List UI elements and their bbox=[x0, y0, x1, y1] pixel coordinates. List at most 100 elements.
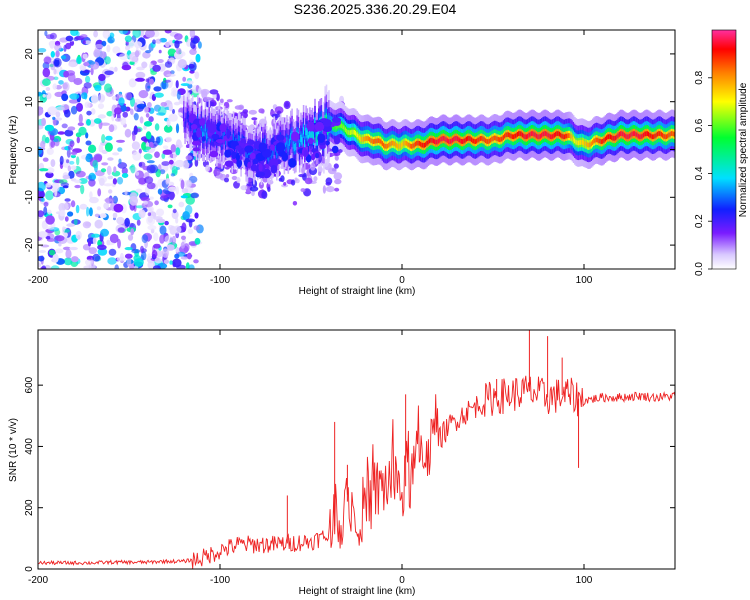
noise-blob bbox=[50, 265, 60, 269]
noise-blob bbox=[310, 162, 316, 171]
ridge-cell bbox=[366, 135, 369, 141]
noise-blob bbox=[101, 134, 106, 144]
ridge-cell bbox=[390, 140, 393, 146]
noise-blob bbox=[164, 220, 169, 226]
noise-blob bbox=[141, 61, 148, 69]
ridge-cell bbox=[232, 133, 235, 141]
noise-blob bbox=[248, 109, 257, 115]
spectrogram-y-ticks: -20 -10 0 10 20 bbox=[24, 48, 675, 252]
noise-blob bbox=[174, 253, 180, 259]
ridge-cell bbox=[344, 127, 347, 133]
ridge-cell bbox=[431, 138, 433, 143]
noise-blob bbox=[164, 61, 173, 68]
ridge-cell bbox=[365, 136, 367, 141]
noise-blob bbox=[73, 218, 78, 226]
ridge-cell bbox=[499, 137, 501, 143]
ridge-cell bbox=[376, 138, 379, 144]
ridge-clump bbox=[231, 151, 237, 159]
noise-blob bbox=[90, 94, 99, 104]
noise-blob bbox=[167, 181, 175, 187]
ridge-cell bbox=[357, 134, 360, 139]
noise-blob bbox=[118, 97, 125, 106]
noise-blob bbox=[194, 71, 200, 80]
ridge-cell bbox=[625, 133, 627, 139]
noise-blob bbox=[224, 177, 229, 183]
noise-blob bbox=[175, 123, 180, 134]
noise-blob bbox=[159, 225, 167, 235]
noise-blob bbox=[185, 155, 193, 161]
noise-blob bbox=[209, 89, 219, 95]
ridge-cell bbox=[420, 141, 422, 147]
ridge-cell bbox=[333, 124, 335, 130]
ridge-cell bbox=[627, 134, 630, 140]
ridge-cell bbox=[274, 144, 277, 152]
noise-blob bbox=[175, 186, 179, 195]
ridge-cell bbox=[539, 133, 542, 139]
ridge-cell bbox=[673, 131, 675, 137]
noise-blob bbox=[140, 197, 151, 202]
noise-blob bbox=[197, 41, 202, 49]
ridge-cell bbox=[370, 138, 372, 143]
noise-blob bbox=[43, 201, 49, 207]
ridge-cell bbox=[628, 133, 631, 139]
noise-blob bbox=[83, 62, 90, 67]
noise-blob bbox=[165, 136, 172, 143]
ridge-cell bbox=[463, 138, 465, 144]
noise-blob bbox=[173, 225, 182, 234]
ridge-cell bbox=[184, 121, 186, 129]
noise-blob bbox=[67, 165, 72, 172]
ridge-cell bbox=[270, 153, 273, 161]
ridge-clump bbox=[211, 133, 220, 140]
x-tick-label: -100 bbox=[210, 275, 230, 286]
noise-blob bbox=[144, 176, 154, 184]
ridge-cell bbox=[346, 128, 348, 134]
noise-blob bbox=[100, 122, 111, 126]
noise-blob bbox=[141, 234, 148, 244]
noise-blob bbox=[153, 232, 159, 242]
ridge-cell bbox=[284, 139, 287, 147]
noise-blob bbox=[53, 57, 62, 68]
noise-blob bbox=[134, 102, 138, 111]
ridge-cell bbox=[436, 139, 439, 145]
noise-blob bbox=[52, 83, 58, 90]
y-tick-label: -10 bbox=[24, 190, 35, 205]
noise-blob bbox=[144, 146, 152, 150]
ridge-cell bbox=[585, 141, 588, 147]
noise-blob bbox=[167, 204, 173, 209]
noise-blob bbox=[107, 157, 114, 161]
noise-blob bbox=[186, 38, 192, 47]
noise-blob bbox=[44, 124, 55, 132]
noise-blob bbox=[46, 236, 51, 240]
noise-blob bbox=[128, 78, 137, 88]
noise-blob bbox=[124, 92, 133, 100]
noise-blob bbox=[38, 146, 43, 156]
ridge-cell bbox=[377, 138, 380, 143]
noise-blob bbox=[78, 178, 88, 184]
ridge-cell bbox=[641, 133, 644, 139]
ridge-cell bbox=[427, 139, 430, 145]
noise-blob bbox=[45, 215, 55, 225]
ridge-cell bbox=[369, 137, 371, 142]
ridge-clump bbox=[276, 134, 285, 141]
ridge-cell bbox=[380, 139, 383, 145]
noise-blob bbox=[129, 195, 139, 206]
ridge-cell bbox=[286, 137, 288, 145]
ridge-cell bbox=[654, 133, 656, 139]
noise-blob bbox=[80, 184, 85, 195]
noise-blob bbox=[195, 53, 201, 63]
ridge-cell bbox=[309, 129, 311, 137]
colorbar-ticks: 0.0 0.2 0.4 0.6 0.8 bbox=[694, 70, 712, 276]
noise-blob bbox=[186, 179, 192, 188]
ridge-cell bbox=[621, 131, 623, 136]
noise-blob bbox=[67, 126, 76, 131]
colorbar-label: Normalized spectral amplitude bbox=[738, 82, 749, 217]
noise-blob bbox=[96, 206, 102, 211]
snr-y-ticks: 0 200 400 600 bbox=[24, 376, 675, 572]
ridge-cell bbox=[423, 142, 426, 148]
ridge-cell bbox=[572, 136, 575, 142]
ridge-cell bbox=[553, 132, 556, 138]
noise-blob bbox=[45, 34, 55, 40]
noise-blob bbox=[89, 191, 93, 199]
x-tick-label: -200 bbox=[28, 575, 48, 586]
ridge-cell bbox=[670, 131, 673, 136]
